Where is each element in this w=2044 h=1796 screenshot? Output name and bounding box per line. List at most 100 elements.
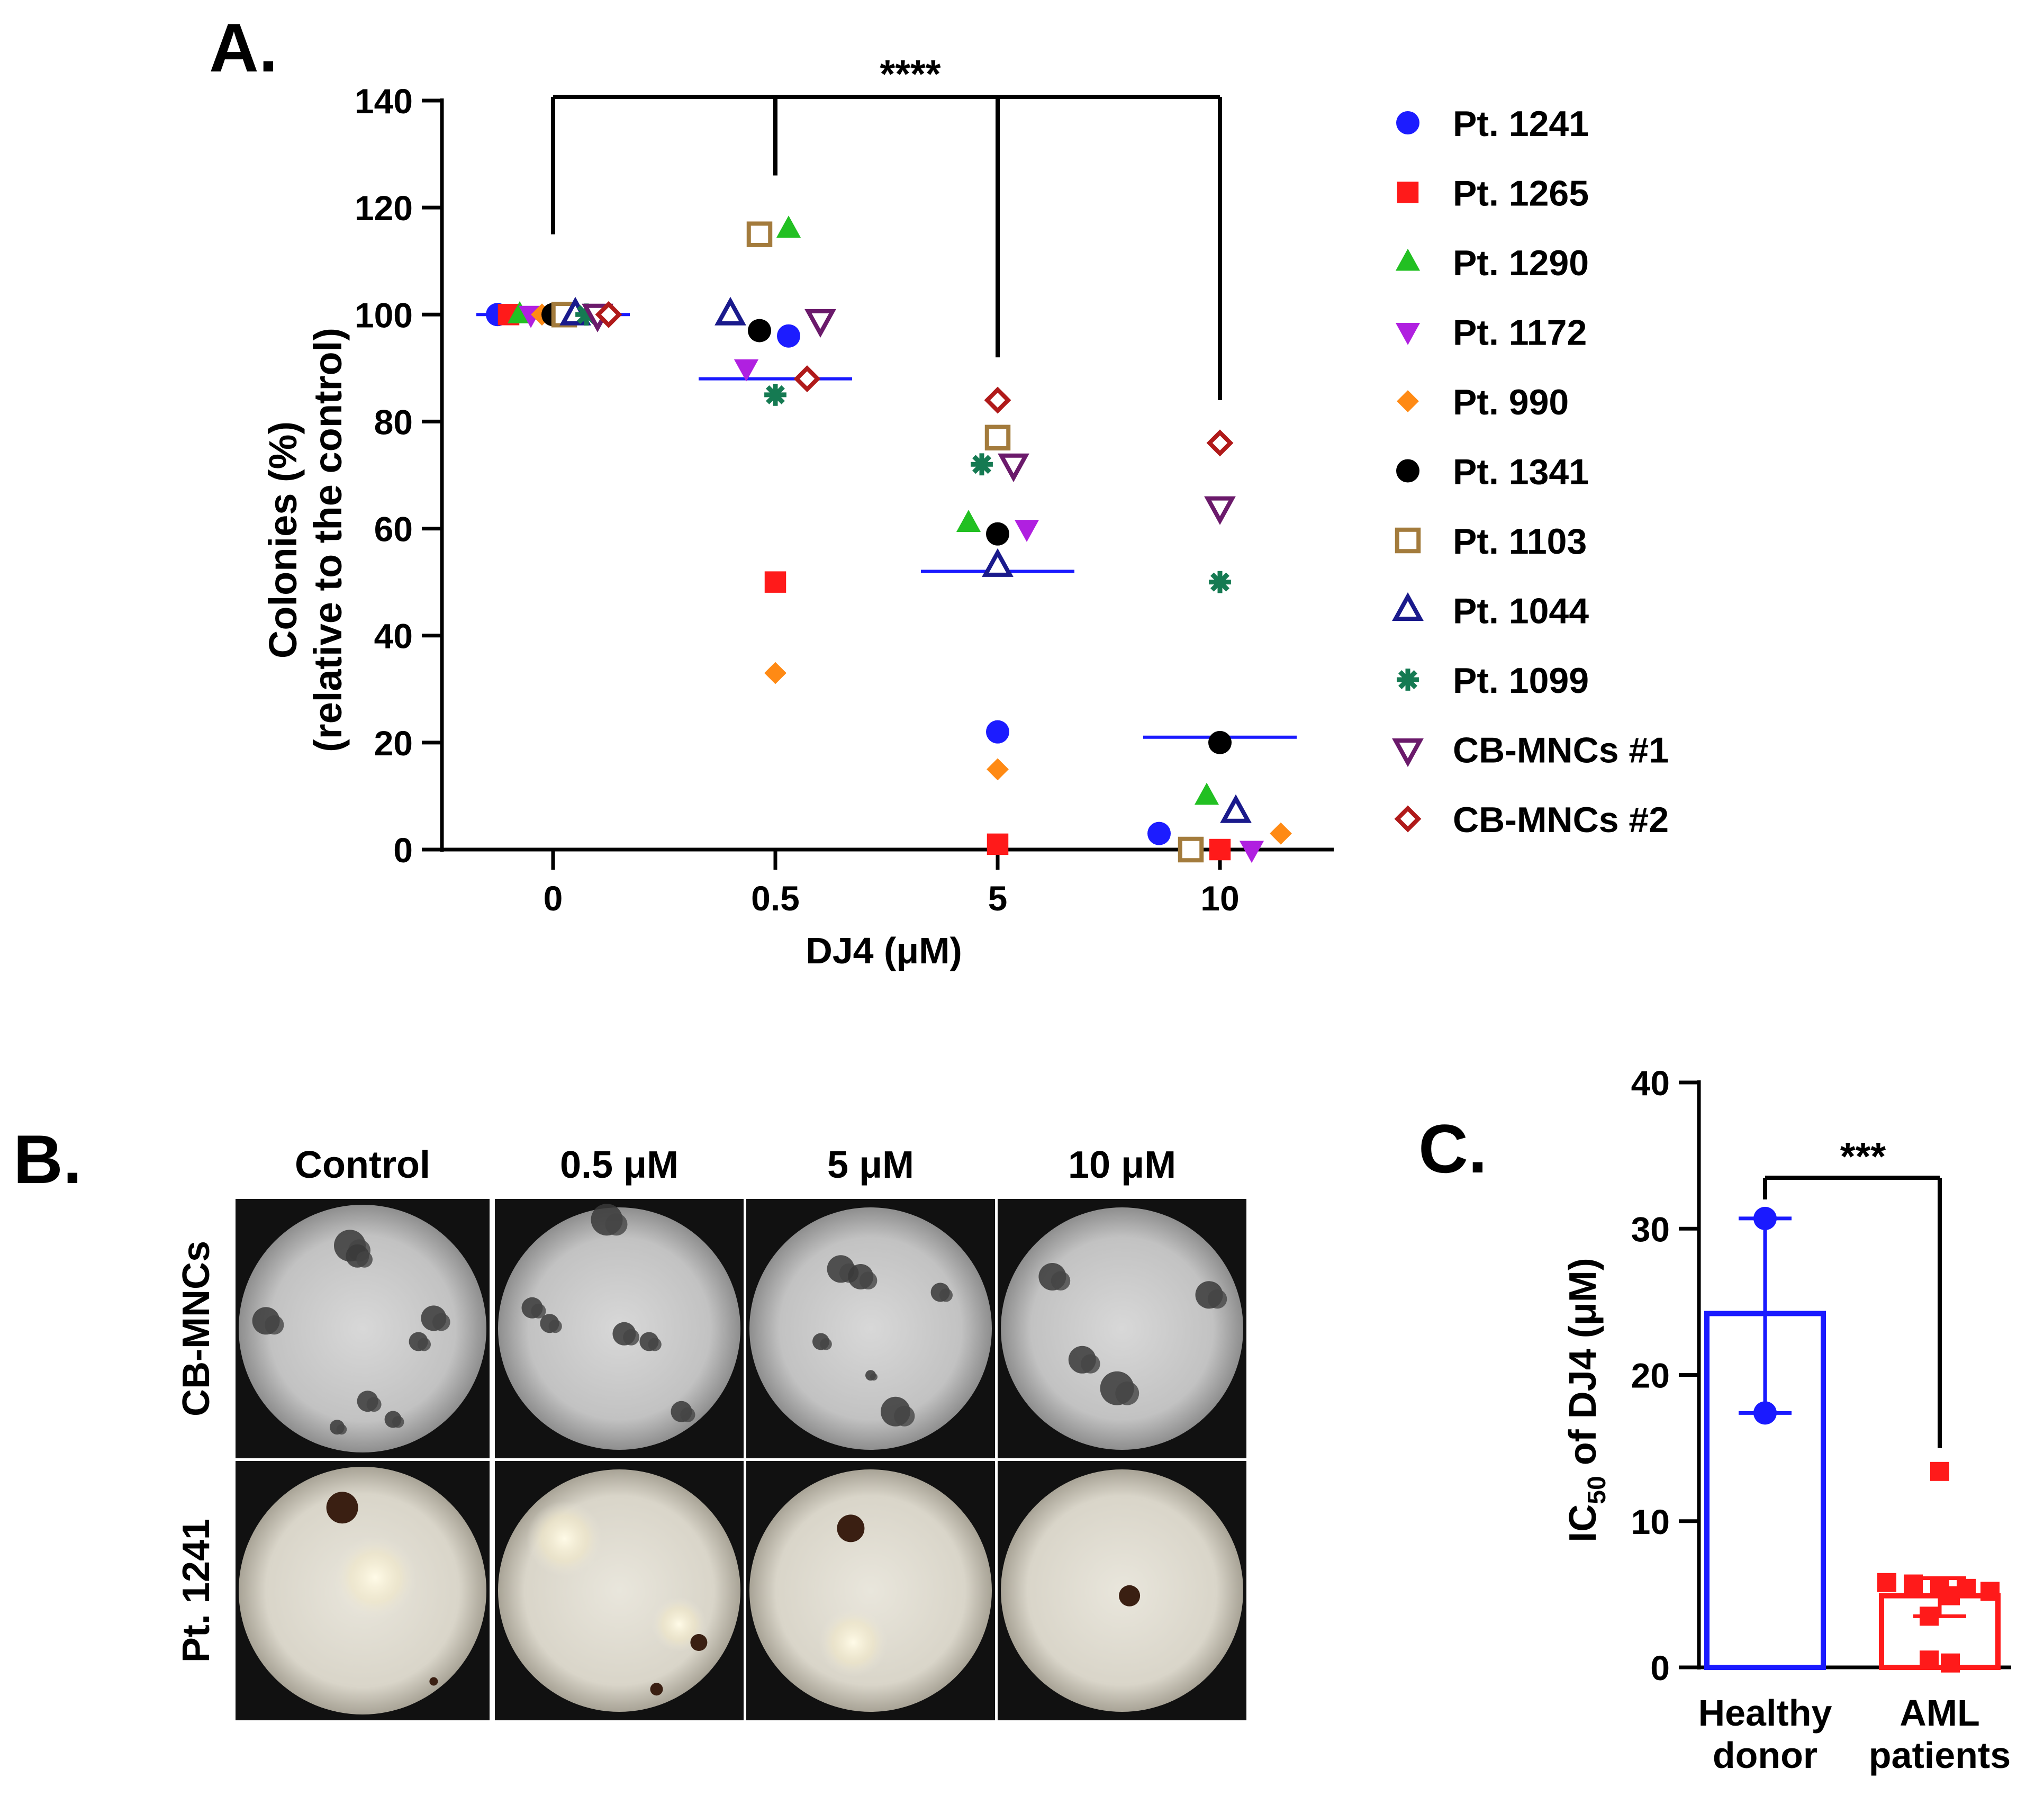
panel-b-micrograph bbox=[998, 1461, 1246, 1720]
panel-b-colony bbox=[1207, 1289, 1227, 1309]
panel-a-point bbox=[595, 301, 622, 328]
panel-c-y-tick-label: 10 bbox=[1631, 1502, 1670, 1541]
panel-b-micrographs: Control 0.5 μM 5 μM 10 μM CB-MNCs Pt. 1241 bbox=[175, 1144, 1246, 1720]
panel-a-legend-marker bbox=[1394, 805, 1422, 833]
panel-c-points bbox=[1753, 1206, 2000, 1673]
panel-b-row-headers: CB-MNCs Pt. 1241 bbox=[175, 1241, 218, 1663]
panel-b-colony bbox=[820, 1338, 832, 1350]
panel-a-point bbox=[987, 758, 1009, 781]
panel-a-point bbox=[776, 215, 801, 238]
panel-b-colony bbox=[870, 1373, 878, 1381]
panel-b-colony bbox=[527, 1501, 603, 1577]
panel-a-point bbox=[1209, 571, 1231, 593]
panel-c-y-tick-label: 30 bbox=[1631, 1210, 1670, 1249]
panel-a-point bbox=[1014, 520, 1039, 542]
panel-b-micrograph bbox=[236, 1199, 490, 1458]
panel-c-y-ticks: 0 10 20 30 40 bbox=[1631, 1063, 1699, 1687]
panel-b-column-header: 10 μM bbox=[1068, 1144, 1176, 1186]
panel-a-legend-label: Pt. 1099 bbox=[1453, 661, 1589, 701]
panel-b-colony bbox=[680, 1407, 695, 1422]
panel-c-point bbox=[1941, 1586, 1960, 1605]
panel-c-label: C. bbox=[1418, 1110, 1487, 1187]
panel-b-colony bbox=[859, 1271, 878, 1289]
panel-a-legend-label: Pt. 1241 bbox=[1453, 104, 1589, 144]
panel-a-point bbox=[1209, 838, 1231, 861]
panel-a-y-tick-label: 100 bbox=[355, 295, 413, 335]
panel-b-micrograph bbox=[495, 1199, 744, 1458]
panel-a-x-axis-label: DJ4 (μM) bbox=[806, 930, 962, 971]
panel-a-legend-marker bbox=[1395, 323, 1421, 345]
panel-a-point bbox=[1208, 730, 1232, 754]
panel-a-point bbox=[1239, 841, 1264, 863]
panel-b-column-header: Control bbox=[295, 1144, 430, 1186]
panel-c-point bbox=[1753, 1401, 1777, 1425]
panel-a-point bbox=[764, 383, 786, 406]
panel-a-significance-bracket bbox=[551, 95, 1222, 400]
panel-b-column-header: 5 μM bbox=[827, 1144, 914, 1186]
panel-b-colony bbox=[336, 1424, 347, 1435]
panel-b-colony bbox=[605, 1213, 628, 1236]
panel-a-point bbox=[748, 319, 771, 342]
panel-b-dish bbox=[749, 1207, 992, 1450]
panel-b-label: B. bbox=[13, 1121, 82, 1198]
panel-a-legend-marker bbox=[1392, 738, 1424, 768]
panel-b-colony bbox=[690, 1634, 708, 1651]
panel-a-y-tick-label: 0 bbox=[393, 831, 413, 870]
panel-c-y-tick-label: 0 bbox=[1650, 1648, 1670, 1687]
panel-a-point bbox=[984, 425, 1011, 450]
panel-c-significance: *** bbox=[1840, 1134, 1886, 1178]
panel-c-y-tick-label: 20 bbox=[1631, 1356, 1670, 1395]
panel-b-colony bbox=[1081, 1354, 1100, 1374]
panel-a-point bbox=[746, 221, 773, 247]
panel-c-x-tick-label: AML bbox=[1900, 1692, 1980, 1734]
panel-a-x-tick-label: 5 bbox=[988, 879, 1008, 918]
panel-b-colony bbox=[531, 1303, 546, 1319]
panel-a-scatter-chart: 0 20 40 60 80 100 120 140 0 0.5 5 10 **** DJ4 (μM)… bbox=[261, 52, 1669, 971]
panel-a-point bbox=[734, 359, 759, 382]
panel-b-colony bbox=[1115, 1381, 1139, 1405]
panel-c-point bbox=[1930, 1461, 1949, 1481]
panel-c-point bbox=[1920, 1607, 1939, 1626]
panel-a-point bbox=[998, 453, 1029, 482]
panel-b-colony bbox=[1051, 1271, 1071, 1290]
panel-a-y-tick-label: 80 bbox=[374, 402, 413, 441]
panel-a-point bbox=[984, 386, 1011, 414]
panel-a-legend-marker bbox=[1397, 390, 1419, 412]
panel-c-significance-bracket bbox=[1763, 1176, 1942, 1448]
panel-a-point bbox=[777, 324, 800, 348]
panel-a-y-tick-label: 60 bbox=[374, 510, 413, 549]
panel-b-column-headers: Control 0.5 μM 5 μM 10 μM bbox=[295, 1144, 1176, 1186]
panel-b-colony bbox=[650, 1683, 663, 1696]
panel-a-point bbox=[971, 453, 993, 476]
panel-a-legend-label: CB-MNCs #1 bbox=[1453, 730, 1669, 771]
panel-a-point bbox=[764, 662, 786, 684]
panel-c-point bbox=[1980, 1582, 2000, 1601]
panel-b-colony bbox=[894, 1405, 915, 1427]
panel-b-colony bbox=[548, 1320, 562, 1333]
panel-a-point bbox=[986, 720, 1009, 744]
panel-c-y-axis-label: IC50 of DJ4 (μM) bbox=[1562, 1258, 1611, 1542]
panel-a-y-tick-label: 20 bbox=[374, 724, 413, 763]
panel-a-x-tick-label: 0 bbox=[544, 879, 563, 918]
panel-b-colony bbox=[648, 1338, 662, 1351]
panel-a-y-axis-label-line1: Colonies (%) bbox=[261, 421, 305, 658]
panel-a-point bbox=[1178, 836, 1204, 863]
panel-c-point bbox=[1920, 1650, 1939, 1670]
panel-b-dish bbox=[239, 1205, 486, 1452]
panel-b-colony bbox=[432, 1313, 450, 1331]
panel-a-point bbox=[804, 309, 836, 338]
panel-a-legend-marker bbox=[1395, 527, 1421, 554]
panel-c-point bbox=[1904, 1574, 1923, 1594]
panel-a-point bbox=[982, 548, 1014, 577]
panel-a-legend-label: Pt. 1172 bbox=[1453, 313, 1587, 353]
panel-a-points bbox=[486, 215, 1292, 863]
panel-c-point bbox=[1941, 1653, 1960, 1673]
panel-c-x-tick-label: patients bbox=[1869, 1735, 2011, 1776]
panel-a-legend-marker bbox=[1395, 248, 1421, 271]
panel-b-micrograph bbox=[495, 1461, 744, 1720]
panel-b-colony bbox=[819, 1608, 888, 1677]
panel-a-point bbox=[1206, 429, 1234, 457]
panel-a-significance: **** bbox=[880, 52, 940, 96]
panel-a-x-tick-label: 0.5 bbox=[751, 879, 800, 918]
panel-b-dish bbox=[1001, 1207, 1243, 1450]
